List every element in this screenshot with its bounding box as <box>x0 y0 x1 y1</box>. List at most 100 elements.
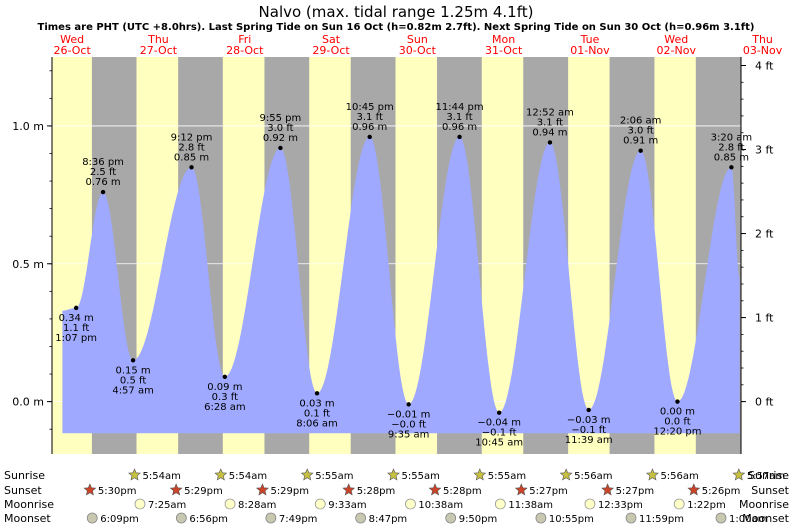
day-labels: Wed26-OctThu27-OctFri28-OctSat29-OctSun3… <box>53 33 782 57</box>
low-tide-point <box>314 391 320 396</box>
moonset-icon <box>265 512 277 524</box>
extreme-m-label: 0.15 m <box>115 365 150 376</box>
moonrise-time: 8:28am <box>238 500 276 511</box>
moonset-row: 6:09pm 6:56pm 7:49pm 8:47pm 9:50pm 10:55pm 11:… <box>86 512 767 525</box>
extreme-m-label: 0.94 m <box>532 127 567 138</box>
extreme-time-label: 8:36 pm <box>82 157 124 168</box>
sunrise-time: 5:55am <box>401 471 439 482</box>
moonset-icon <box>86 512 98 524</box>
sunset-row-label-left: Sunset <box>4 484 42 497</box>
extreme-ft-label: 0.1 ft <box>304 408 330 419</box>
left-axis-tick-label: 0.0 m <box>12 396 44 409</box>
extreme-m-label: 0.85 m <box>714 152 749 163</box>
date-label: 30-Oct <box>399 44 437 57</box>
sun-moon-rows: Sunrise Sunset Moonrise Moonset Sunrise … <box>4 468 790 525</box>
extreme-m-label: 0.34 m <box>59 313 94 324</box>
sunset-time: 5:29pm <box>270 486 309 497</box>
date-label: 28-Oct <box>226 44 264 57</box>
moonrise-icon <box>494 498 506 510</box>
moonrise-time: 1:22pm <box>687 500 726 511</box>
moonset-time: 7:49pm <box>279 514 318 525</box>
sunrise-icon <box>559 468 573 481</box>
sunset-icon <box>83 483 97 496</box>
extreme-time-label: 6:28 am <box>204 402 246 413</box>
sunset-icon <box>428 483 442 496</box>
date-label: 03-Nov <box>743 44 783 57</box>
moonrise-row-label-right: Moonrise <box>739 498 789 511</box>
sunset-icon <box>687 483 701 496</box>
moonset-time: 8:47pm <box>369 514 408 525</box>
moonset-icon <box>175 512 187 524</box>
moonset-icon <box>355 512 367 524</box>
moonset-icon <box>445 512 457 524</box>
extreme-m-label: 0.76 m <box>85 177 120 188</box>
sunrise-row: 5:54am 5:54am 5:55am 5:55am 5:55am 5:56am 5:56… <box>128 468 785 482</box>
high-tide-point <box>547 140 553 145</box>
extreme-time-label: 11:44 pm <box>435 102 483 113</box>
moonset-time: 6:56pm <box>189 514 228 525</box>
extreme-time-label: 9:35 am <box>388 429 430 440</box>
moonrise-time: 7:25am <box>148 500 186 511</box>
extreme-ft-label: 0.0 ft <box>664 417 690 428</box>
moonrise-time: 10:38am <box>418 500 463 511</box>
extreme-time-label: 3:20 am <box>711 132 753 143</box>
extreme-m-label: −0.04 m <box>477 418 521 429</box>
moonset-time: 11:59pm <box>639 514 684 525</box>
sunrise-icon <box>645 468 659 481</box>
extreme-ft-label: 0.3 ft <box>212 392 238 403</box>
day-of-week-label: Wed <box>664 33 688 46</box>
sunrise-time: 5:54am <box>229 471 267 482</box>
plot-area: 0.34 m1.1 ft1:07 pm 8:36 pm2.5 ft0.76 m 0.… <box>52 57 752 454</box>
right-axis: 0 ft 1 ft 2 ft 3 ft 4 ft <box>741 59 774 409</box>
sunrise-time: 5:56am <box>574 471 612 482</box>
sunrise-time: 5:57am <box>747 471 785 482</box>
extreme-time-label: 2:06 am <box>620 116 662 127</box>
low-tide-point <box>496 410 502 415</box>
day-of-week-label: Thu <box>147 33 169 46</box>
sunrise-time: 5:55am <box>488 471 526 482</box>
extreme-time-label: 9:12 pm <box>171 132 213 143</box>
moonrise-icon <box>584 498 596 510</box>
low-tide-point <box>406 402 411 407</box>
moonrise-icon <box>314 498 326 510</box>
low-tide-point <box>222 374 228 380</box>
left-axis-tick-label: 0.5 m <box>12 258 44 271</box>
date-label: 27-Oct <box>140 44 178 57</box>
moonrise-icon <box>134 498 146 510</box>
sunrise-icon <box>387 468 400 481</box>
extreme-time-label: 4:57 am <box>112 385 154 396</box>
date-label: 26-Oct <box>53 44 91 57</box>
extreme-m-label: 0.00 m <box>660 407 695 418</box>
extreme-time-label: 1:07 pm <box>55 333 97 344</box>
extreme-ft-label: 3.1 ft <box>537 117 563 128</box>
extreme-ft-label: −0.1 ft <box>571 425 606 436</box>
tide-extremes: 0.34 m1.1 ft1:07 pm 8:36 pm2.5 ft0.76 m 0.… <box>55 102 752 449</box>
right-axis-tick-label: 4 ft <box>755 59 774 72</box>
extreme-m-label: 0.03 m <box>299 398 334 409</box>
sunset-icon <box>169 483 183 496</box>
sunset-time: 5:30pm <box>98 486 137 497</box>
extreme-ft-label: 3.1 ft <box>357 112 383 123</box>
moonset-time: 9:50pm <box>459 514 498 525</box>
low-tide-point <box>675 399 680 404</box>
moonrise-row-label-left: Moonrise <box>4 498 54 511</box>
high-tide-point <box>457 134 462 140</box>
moonrise-icon <box>673 498 685 510</box>
sunrise-icon <box>473 468 487 481</box>
sunset-icon <box>514 483 528 496</box>
sunset-time: 5:29pm <box>184 486 223 497</box>
extreme-time-label: 9:55 pm <box>260 113 302 124</box>
sunset-time: 5:28pm <box>443 486 482 497</box>
moonset-icon <box>625 512 637 524</box>
right-axis-tick-label: 1 ft <box>755 312 774 325</box>
sunset-icon <box>255 483 269 496</box>
low-tide-point <box>73 305 79 311</box>
low-tide-point <box>130 358 136 363</box>
moonrise-row: 7:25am 8:28am 9:33am 10:38am 11:38am 12:33pm 1… <box>134 498 726 511</box>
right-axis-tick-label: 0 ft <box>755 396 774 409</box>
extreme-ft-label: 2.8 ft <box>718 142 744 153</box>
chart-subtitle: Times are PHT (UTC +8.0hrs). Last Spring… <box>38 22 755 33</box>
left-axis-tick-label: 1.0 m <box>12 120 44 133</box>
extreme-m-label: 0.85 m <box>174 152 209 163</box>
sunrise-row-label-right: Sunrise <box>748 469 789 482</box>
